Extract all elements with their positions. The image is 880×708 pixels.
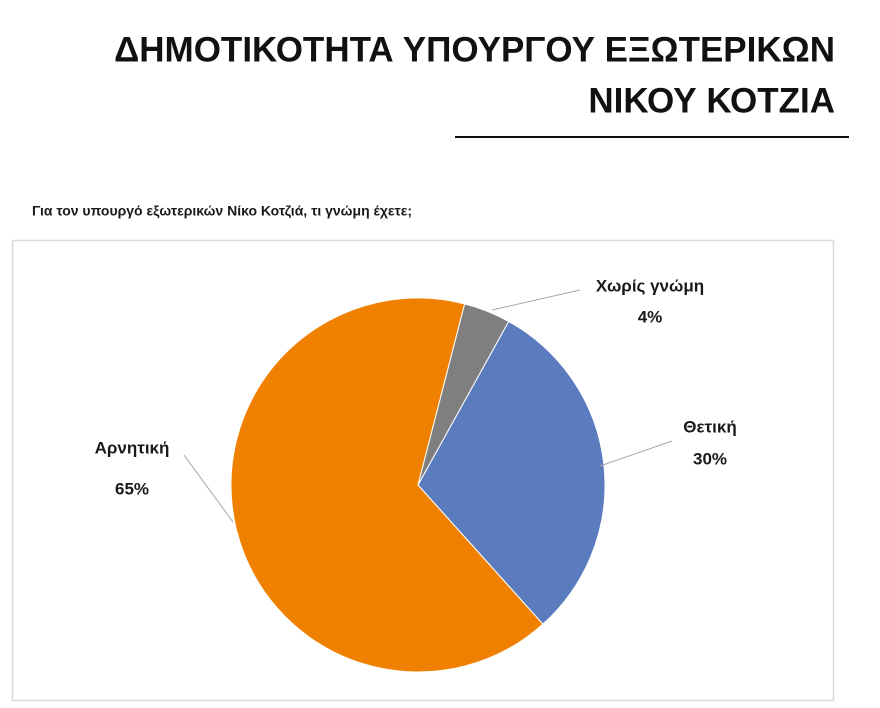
pie-slice (417, 303, 510, 486)
title-line: ΝΙΚΟΥ ΚΟΤΖΙΑ (588, 81, 835, 120)
title-line: ΔΗΜΟΤΙΚΟΤΗΤΑ ΥΠΟΥΡΓΟΥ ΕΞΩΤΕΡΙΚΩΝ (114, 30, 835, 69)
leader-line (599, 440, 673, 467)
value-label: 30% (693, 449, 727, 468)
slice-label: Αρνητική (95, 438, 170, 457)
slice-label: Θετική (683, 417, 736, 436)
pie-slice (230, 297, 544, 673)
leader-line (183, 454, 234, 523)
subtitle: Για τον υπουργό εξωτερικών Νίκο Κοτζιά, … (32, 203, 412, 219)
chart-frame (11, 239, 835, 702)
slice-label: Χωρίς γνώμη (596, 276, 704, 295)
value-label: 4% (638, 307, 663, 326)
value-label: 65% (115, 479, 149, 498)
leader-line (491, 289, 581, 311)
pie-slice (417, 320, 606, 625)
